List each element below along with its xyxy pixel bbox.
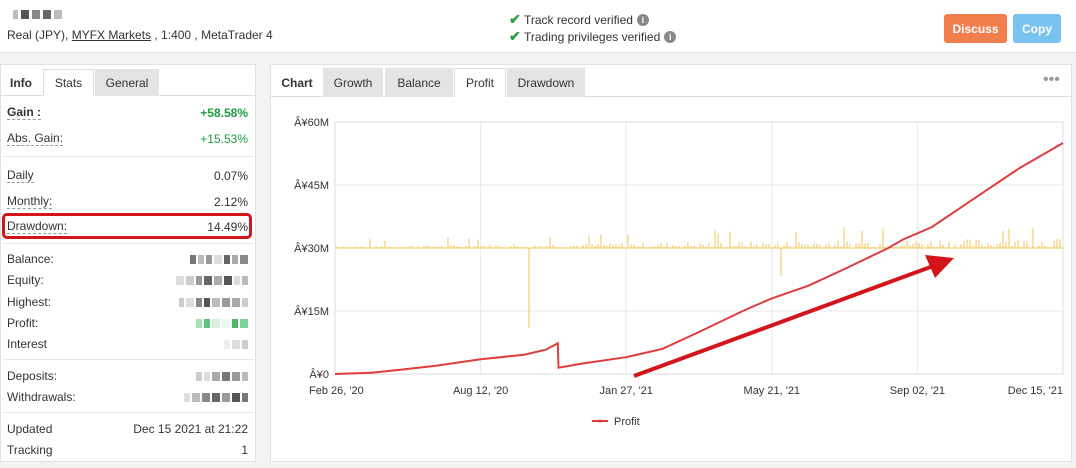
- y-axis-ticks: Â¥60M Â¥45M Â¥30M Â¥15M Â¥0: [294, 116, 329, 381]
- redacted-value: [179, 295, 248, 309]
- redacted-value: [224, 337, 248, 351]
- stat-highest: Highest:: [7, 295, 248, 309]
- tab-balance[interactable]: Balance: [385, 68, 453, 97]
- account-leverage-platform: , 1:400 , MetaTrader 4: [154, 28, 273, 42]
- redacted-value: [196, 316, 248, 330]
- stat-value: 2.12%: [213, 195, 248, 209]
- copy-button[interactable]: Copy: [1013, 14, 1061, 43]
- stat-gain: Gain : +58.58%: [7, 106, 248, 120]
- stat-profit: Profit:: [7, 316, 248, 330]
- drawdown-highlight: [2, 213, 252, 239]
- stat-balance: Balance:: [7, 252, 248, 266]
- tab-drawdown[interactable]: Drawdown: [507, 68, 585, 97]
- redacted-value: [176, 273, 248, 287]
- stat-updated: Updated Dec 15 2021 at 21:22: [7, 422, 248, 436]
- stat-label: Balance:: [7, 252, 54, 266]
- tab-growth[interactable]: Growth: [323, 68, 384, 97]
- stat-label: Deposits:: [7, 369, 58, 383]
- stat-daily: Daily 0.07%: [7, 169, 248, 183]
- trend-arrow-shaft: [633, 263, 937, 378]
- y-tick-label: Â¥45M: [294, 179, 329, 192]
- chart-legend: Profit: [592, 416, 640, 428]
- track-record-verified: ✔ Track record verified i: [509, 11, 649, 28]
- tab-general[interactable]: General: [95, 69, 159, 96]
- trend-arrow-annotation: [633, 255, 954, 378]
- stats-panel: Info Stats General Gain : +58.58% Abs. G…: [0, 64, 256, 462]
- info-icon[interactable]: i: [636, 13, 649, 26]
- tab-chart[interactable]: Chart: [281, 75, 313, 90]
- account-header: Real (JPY), MYFX Markets , 1:400 , MetaT…: [0, 0, 1076, 53]
- x-tick-label: Dec 15, '21: [1008, 385, 1063, 397]
- tab-stats[interactable]: Stats: [43, 69, 94, 96]
- redacted-value: [184, 390, 248, 404]
- verified-label: Track record verified: [524, 12, 633, 27]
- stat-value: 14.49%: [207, 220, 248, 234]
- check-icon: ✔: [509, 28, 521, 44]
- x-tick-label: Jan 27, '21: [599, 385, 652, 397]
- account-name-redacted: [13, 10, 62, 19]
- stat-label: Equity:: [7, 273, 44, 287]
- stat-value: +15.53%: [200, 132, 248, 146]
- stat-label: Updated: [7, 422, 53, 436]
- stat-value: 0.07%: [213, 169, 248, 183]
- stat-label[interactable]: Daily: [7, 168, 34, 183]
- trend-arrow-head: [925, 255, 954, 278]
- tab-info[interactable]: Info: [10, 75, 32, 90]
- verified-label: Trading privileges verified: [524, 29, 661, 44]
- stat-value: Dec 15 2021 at 21:22: [133, 422, 248, 436]
- stat-value: 1: [241, 443, 248, 457]
- x-axis-ticks: Feb 26, '20 Aug 12, '20 Jan 27, '21 May 21,…: [309, 385, 1063, 397]
- stat-label[interactable]: Abs. Gain:: [7, 131, 64, 146]
- x-tick-label: Feb 26, '20: [309, 385, 364, 397]
- divider: [3, 243, 254, 244]
- chart-tabs: Chart Growth Balance Profit Drawdown •••: [271, 65, 1071, 97]
- y-tick-label: Â¥30M: [294, 242, 329, 255]
- stat-label: Highest:: [7, 295, 52, 309]
- divider: [3, 412, 254, 413]
- redacted-value: [196, 369, 248, 383]
- stat-tracking: Tracking 1: [7, 443, 248, 457]
- broker-link[interactable]: MYFX Markets: [71, 28, 152, 42]
- info-icon[interactable]: i: [664, 30, 677, 43]
- stat-label[interactable]: Drawdown:: [7, 219, 68, 234]
- stat-label: Profit:: [7, 316, 39, 330]
- stat-label[interactable]: Gain :: [7, 105, 42, 120]
- stat-drawdown: Drawdown: 14.49%: [7, 220, 248, 234]
- stat-label: Tracking: [7, 443, 53, 457]
- chart-panel: Chart Growth Balance Profit Drawdown •••…: [270, 64, 1072, 462]
- x-tick-label: Sep 02, '21: [890, 385, 945, 397]
- y-tick-label: Â¥60M: [294, 116, 329, 129]
- stat-equity: Equity:: [7, 273, 248, 287]
- daily-profit-bars: [335, 227, 1063, 328]
- more-options-icon[interactable]: •••: [1043, 71, 1060, 88]
- stat-abs-gain: Abs. Gain: +15.53%: [7, 132, 248, 146]
- stats-tabs: Info Stats General: [1, 65, 255, 96]
- x-tick-label: May 21, '21: [744, 385, 801, 397]
- legend-marker: [598, 419, 602, 423]
- divider: [3, 156, 254, 157]
- tab-profit[interactable]: Profit: [454, 68, 506, 97]
- account-details: Real (JPY), MYFX Markets , 1:400 , MetaT…: [7, 28, 273, 42]
- trading-privileges-verified: ✔ Trading privileges verified i: [509, 28, 677, 45]
- stat-monthly: Monthly: 2.12%: [7, 195, 248, 209]
- account-type: Real (JPY),: [7, 28, 69, 42]
- divider: [3, 359, 254, 360]
- stat-label: Withdrawals:: [7, 390, 76, 404]
- y-tick-label: Â¥15M: [294, 305, 329, 318]
- discuss-button[interactable]: Discuss: [944, 14, 1007, 43]
- profit-series-line: [334, 142, 1064, 375]
- stat-label: Interest: [7, 337, 48, 351]
- redacted-value: [190, 252, 248, 266]
- stat-interest: Interest: [7, 337, 248, 351]
- stat-deposits: Deposits:: [7, 369, 248, 383]
- y-tick-label: Â¥0: [309, 368, 329, 381]
- check-icon: ✔: [509, 11, 521, 27]
- stat-value: +58.58%: [200, 106, 248, 120]
- x-tick-label: Aug 12, '20: [453, 385, 508, 397]
- profit-chart: Â¥60M Â¥45M Â¥30M Â¥15M Â¥0 Feb 26, '20 Aug 1…: [294, 116, 1064, 428]
- legend-label-profit: Profit: [614, 416, 640, 428]
- stat-label[interactable]: Monthly:: [7, 194, 53, 209]
- stat-withdrawals: Withdrawals:: [7, 390, 248, 404]
